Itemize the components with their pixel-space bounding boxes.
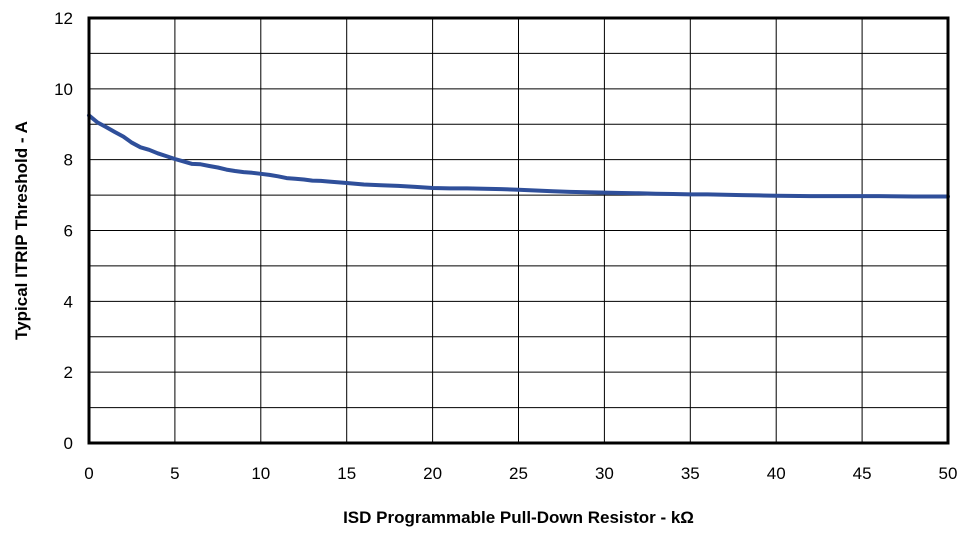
x-tick-label: 45: [853, 464, 872, 483]
x-tick-label: 35: [681, 464, 700, 483]
x-tick-label: 40: [767, 464, 786, 483]
x-tick-labels: 0 5 10 15 20 25 30 35 40 45 50: [84, 464, 957, 483]
x-tick-label: 20: [423, 464, 442, 483]
x-tick-label: 30: [595, 464, 614, 483]
series-line: [87, 113, 950, 199]
y-tick-label: 6: [64, 222, 73, 241]
grid: [88, 17, 949, 444]
x-tick-label: 5: [170, 464, 179, 483]
y-axis-title: Typical ITRIP Threshold - A: [12, 121, 31, 340]
y-tick-label: 2: [64, 363, 73, 382]
y-tick-label: 4: [64, 292, 73, 311]
y-tick-label: 12: [54, 9, 73, 28]
series-layer: [87, 113, 950, 199]
y-tick-label: 8: [64, 151, 73, 170]
y-tick-labels: 0 2 4 6 8 10 12: [54, 9, 73, 453]
x-tick-label: 50: [939, 464, 958, 483]
x-axis-title: ISD Programmable Pull-Down Resistor - kΩ: [343, 508, 694, 527]
y-tick-label: 0: [64, 434, 73, 453]
x-tick-label: 0: [84, 464, 93, 483]
plot-frame: [87, 16, 950, 445]
x-tick-label: 10: [251, 464, 270, 483]
x-tick-label: 25: [509, 464, 528, 483]
y-tick-label: 10: [54, 80, 73, 99]
x-tick-label: 15: [337, 464, 356, 483]
